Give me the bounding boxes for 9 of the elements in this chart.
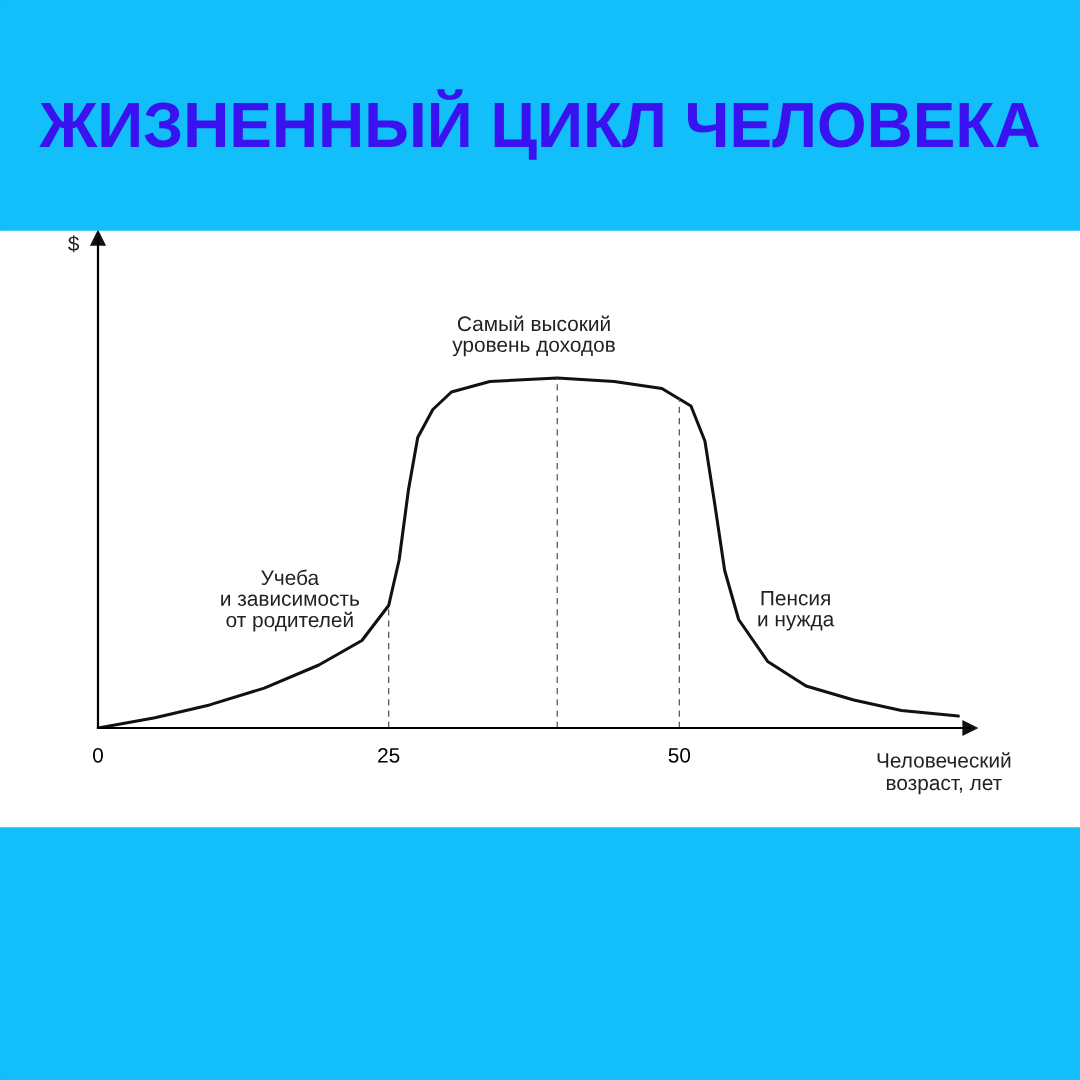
text: Самый высокий уровень доходов	[452, 315, 615, 357]
text: $	[68, 235, 80, 253]
annotation: Пенсия и нужда	[758, 590, 835, 631]
x-tick-label: 25	[378, 747, 400, 763]
chart-title: ЖИЗНЕННЫЙ ЦИКЛ ЧЕЛОВЕКА	[39, 89, 1039, 160]
x-axis-title: Человеческий возраст, лет	[877, 752, 1011, 795]
x-tick-label: 0	[93, 747, 103, 763]
annotation: Учеба и зависимость от родителей	[221, 569, 360, 632]
x-tick-label: 50	[668, 747, 691, 763]
